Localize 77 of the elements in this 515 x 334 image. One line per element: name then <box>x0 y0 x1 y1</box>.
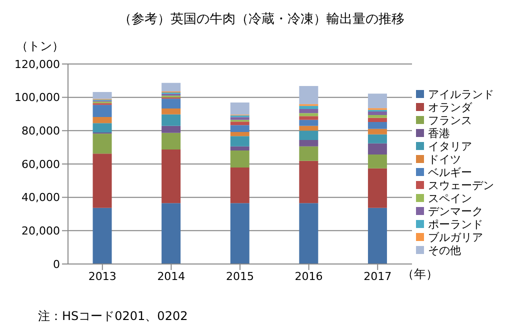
bar <box>230 125 250 132</box>
legend-label: オランダ <box>428 100 472 114</box>
x-axis-title: （年） <box>402 266 438 283</box>
x-tick-label: 2014 <box>157 270 186 283</box>
bar <box>162 114 181 126</box>
legend-label: フランス <box>428 114 472 126</box>
bar <box>230 150 250 168</box>
bar <box>230 203 250 264</box>
text: 注：HSコード0201、0202 <box>38 308 188 325</box>
bar <box>230 168 250 204</box>
bar <box>162 108 181 114</box>
bar <box>299 120 318 126</box>
bar <box>368 115 387 118</box>
legend-label: デンマーク <box>428 204 483 218</box>
bar <box>230 102 250 115</box>
bar <box>162 150 181 204</box>
y-tick-label: 40,000 <box>22 191 60 204</box>
bar <box>230 122 250 126</box>
legend-label: スウェーデン <box>428 178 494 192</box>
y-tick-label: 20,000 <box>22 224 60 238</box>
bar <box>299 106 318 109</box>
bar <box>368 94 387 108</box>
bar <box>92 92 112 99</box>
bar <box>299 203 318 264</box>
legend-label: スペイン <box>428 192 472 204</box>
bar <box>162 82 181 92</box>
legend-label: アイルランド <box>428 88 494 100</box>
bar <box>230 136 250 146</box>
x-tick-label: 2013 <box>88 270 116 283</box>
bar <box>230 117 250 120</box>
y-axis-title: （トン） <box>16 38 64 55</box>
legend-label: ベルギー <box>428 166 472 178</box>
bar <box>299 130 318 140</box>
bar <box>162 126 181 133</box>
y-tick-label: 60,000 <box>22 158 60 171</box>
legend-label: ポーランド <box>428 218 483 230</box>
bar <box>162 132 181 150</box>
bar <box>368 208 387 264</box>
bar <box>299 109 318 114</box>
bar <box>368 122 387 129</box>
chart-title: （参考）英国の牛肉（冷蔵・冷凍）輸出量の推移 <box>118 11 406 28</box>
bar <box>299 113 318 116</box>
bar <box>299 126 318 131</box>
bar <box>92 104 112 117</box>
bar <box>92 134 112 154</box>
x-tick-label: 2017 <box>364 270 392 283</box>
legend-label: ブルガリア <box>428 230 483 244</box>
bar <box>92 123 112 132</box>
y-tick-label: 80,000 <box>22 124 60 138</box>
bar <box>368 154 387 168</box>
bar <box>299 86 318 104</box>
legend-label: 香港 <box>428 126 450 140</box>
bar <box>230 132 250 136</box>
bar <box>368 134 387 144</box>
legend-label: イタリア <box>428 140 472 152</box>
bar <box>299 146 318 161</box>
y-tick-label: 100,000 <box>14 91 60 104</box>
bar <box>299 116 318 120</box>
bar <box>162 98 181 108</box>
bar <box>368 128 387 134</box>
bar <box>92 117 112 124</box>
bar <box>92 154 112 208</box>
bar <box>299 140 318 146</box>
x-tick-label: 2016 <box>294 270 323 283</box>
bar <box>299 160 318 204</box>
legend-label: ドイツ <box>428 152 461 166</box>
y-tick-label: 120,000 <box>14 58 60 71</box>
bar <box>368 143 387 154</box>
bar <box>92 208 112 264</box>
bar <box>230 146 250 150</box>
x-tick-label: 2015 <box>226 270 254 283</box>
bar <box>368 118 387 122</box>
bar <box>162 203 181 264</box>
bar <box>368 112 387 115</box>
legend-label: その他 <box>428 244 461 256</box>
y-tick-label: 0 <box>53 258 60 271</box>
bar <box>368 168 387 208</box>
